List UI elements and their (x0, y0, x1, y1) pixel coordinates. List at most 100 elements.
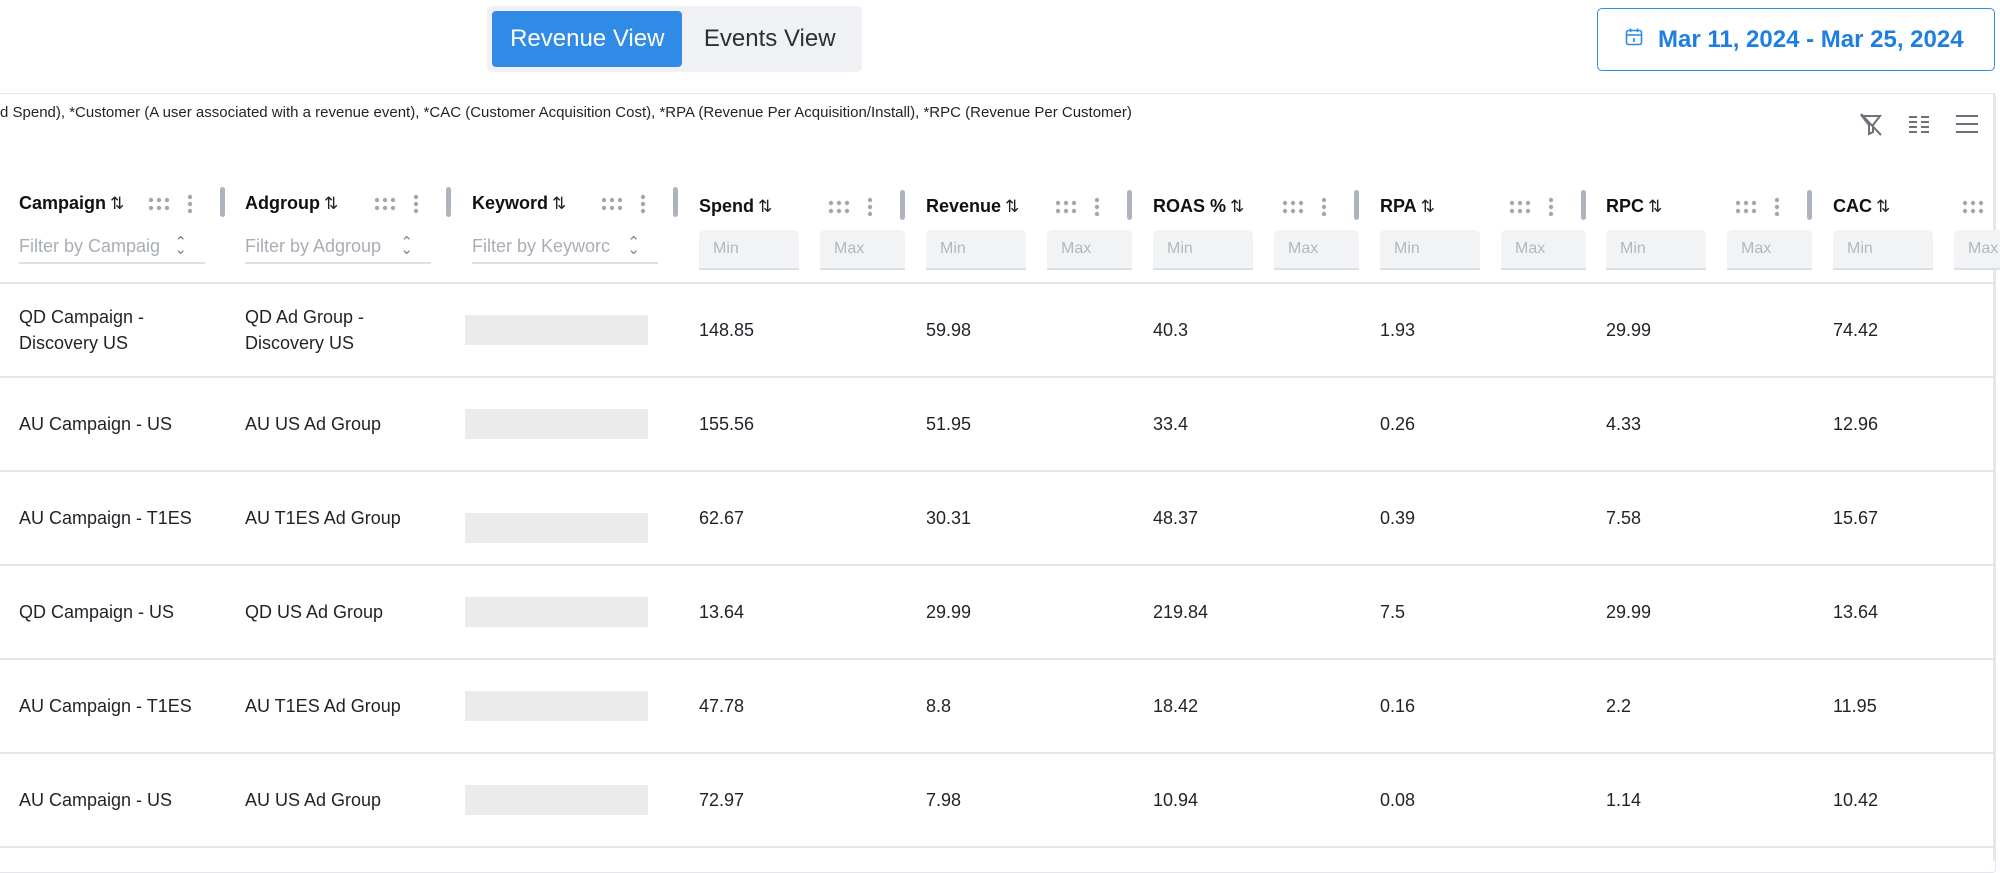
keyword-cell-placeholder (465, 409, 648, 439)
min-filter-roas[interactable]: Min (1153, 230, 1253, 270)
column-header-campaign: Campaign ⇅ Filter by Campaig ⌃ ⌄ (19, 187, 246, 276)
column-title-keyword[interactable]: Keyword ⇅ (472, 193, 566, 214)
column-title-rpa[interactable]: RPA ⇅ (1380, 196, 1435, 217)
cell-spend: 148.85 (699, 320, 755, 340)
column-resizer[interactable] (673, 187, 678, 217)
table-row[interactable]: AU Campaign - US AU US Ad Group 72.97 7.98 1… (0, 754, 1995, 848)
drag-handle-icon[interactable] (1055, 200, 1077, 214)
sort-icon[interactable]: ⇅ (1876, 196, 1891, 216)
top-bar: Revenue View Events View Mar 11, 2024 - … (0, 0, 2000, 92)
max-filter-rpc[interactable]: Max (1727, 230, 1812, 270)
column-title-revenue[interactable]: Revenue ⇅ (926, 196, 1019, 217)
vertical-scrollbar[interactable] (1993, 93, 1995, 861)
column-resizer[interactable] (1127, 190, 1132, 220)
select-chevron-icon[interactable]: ⌃ ⌄ (400, 234, 413, 258)
cell-roas: 33.4 (1153, 414, 1189, 434)
column-resizer[interactable] (220, 187, 225, 217)
table-row[interactable]: AU Campaign - T1ES AU T1ES Ad Group 62.67 3… (0, 472, 1995, 566)
max-filter-spend[interactable]: Max (820, 230, 905, 270)
cell-campaign: AU Campaign - T1ES (19, 508, 192, 528)
table-toolbar (1857, 110, 1981, 138)
column-resizer[interactable] (446, 187, 451, 217)
column-menu-icon[interactable] (1774, 197, 1780, 217)
column-title-spend[interactable]: Spend ⇅ (699, 196, 772, 217)
column-menu-icon[interactable] (867, 197, 873, 217)
drag-handle-icon[interactable] (1509, 200, 1531, 214)
cell-cac: 74.42 (1833, 320, 1879, 340)
select-chevron-icon[interactable]: ⌃ ⌄ (627, 234, 640, 258)
column-menu-icon[interactable] (1094, 197, 1100, 217)
cell-rpc: 1.14 (1606, 790, 1642, 810)
min-filter-spend[interactable]: Min (699, 230, 799, 270)
cell-rpc: 29.99 (1606, 602, 1652, 622)
column-title-roas[interactable]: ROAS % ⇅ (1153, 196, 1244, 217)
column-title-cac[interactable]: CAC ⇅ (1833, 196, 1890, 217)
column-menu-icon[interactable] (1548, 197, 1554, 217)
column-title-rpc[interactable]: RPC ⇅ (1606, 196, 1662, 217)
drag-handle-icon[interactable] (374, 197, 396, 211)
sort-icon[interactable]: ⇅ (1420, 196, 1435, 216)
column-title-adgroup[interactable]: Adgroup ⇅ (245, 193, 338, 214)
table-row[interactable]: QD Campaign - US QD US Ad Group 13.64 29.99… (0, 566, 1995, 660)
sort-icon[interactable]: ⇅ (323, 193, 339, 213)
max-filter-cac[interactable]: Max (1954, 230, 2000, 270)
table-row[interactable]: AU Campaign - US AU US Ad Group 155.56 51.9… (0, 378, 1995, 472)
column-header-roas: ROAS % ⇅ Min Max (1153, 190, 1380, 279)
revenue-view-tab[interactable]: Revenue View (492, 11, 683, 67)
cell-rpa: 0.26 (1380, 414, 1416, 434)
drag-handle-icon[interactable] (1735, 200, 1757, 214)
column-title-campaign[interactable]: Campaign ⇅ (19, 193, 124, 214)
keyword-cell-placeholder (465, 597, 648, 627)
min-filter-cac[interactable]: Min (1833, 230, 1933, 270)
sort-icon[interactable]: ⇅ (1005, 196, 1020, 216)
max-filter-revenue[interactable]: Max (1047, 230, 1132, 270)
drag-handle-icon[interactable] (148, 197, 170, 211)
cell-revenue: 51.95 (926, 414, 972, 434)
column-resizer[interactable] (900, 190, 905, 220)
column-resizer[interactable] (1581, 190, 1586, 220)
menu-icon[interactable] (1953, 110, 1981, 138)
cell-cac: 15.67 (1833, 508, 1879, 528)
cell-revenue: 30.31 (926, 508, 972, 528)
calendar-icon (1624, 26, 1644, 54)
drag-handle-icon[interactable] (1282, 200, 1304, 214)
metric-legend: d Spend), *Customer (A user associated w… (0, 104, 1132, 121)
drag-handle-icon[interactable] (601, 197, 623, 211)
sort-icon[interactable]: ⇅ (1230, 196, 1245, 216)
min-filter-rpa[interactable]: Min (1380, 230, 1480, 270)
sort-icon[interactable]: ⇅ (1648, 196, 1663, 216)
drag-handle-icon[interactable] (828, 200, 850, 214)
sort-icon[interactable]: ⇅ (552, 193, 567, 213)
column-toggle-icon[interactable] (1905, 110, 1933, 138)
column-header-rpc: RPC ⇅ Min Max (1606, 190, 1833, 279)
column-resizer[interactable] (1807, 190, 1812, 220)
clear-filter-icon[interactable] (1857, 110, 1885, 138)
sort-icon[interactable]: ⇅ (110, 193, 125, 213)
filter-input-campaign[interactable]: Filter by Campaig ⌃ ⌄ (19, 230, 205, 264)
filter-input-keyword[interactable]: Filter by Keyworc ⌃ ⌄ (472, 230, 658, 264)
table-row[interactable]: QD Campaign - Discovery US QD Ad Group - … (0, 284, 1995, 378)
drag-handle-icon[interactable] (1962, 200, 1984, 214)
column-menu-icon[interactable] (413, 194, 419, 214)
cell-rpa: 0.08 (1380, 790, 1416, 810)
table-row[interactable]: AU Campaign - T1ES AU T1ES Ad Group 47.78 8… (0, 660, 1995, 754)
cell-adgroup: AU US Ad Group (245, 414, 382, 434)
min-filter-revenue[interactable]: Min (926, 230, 1026, 270)
column-header-keyword: Keyword ⇅ Filter by Keyworc ⌃ ⌄ (472, 187, 699, 276)
column-resizer[interactable] (1354, 190, 1359, 220)
cell-roas: 10.94 (1153, 790, 1199, 810)
min-filter-rpc[interactable]: Min (1606, 230, 1706, 270)
max-filter-rpa[interactable]: Max (1501, 230, 1586, 270)
select-chevron-icon[interactable]: ⌃ ⌄ (174, 234, 187, 258)
max-filter-roas[interactable]: Max (1274, 230, 1359, 270)
column-menu-icon[interactable] (1321, 197, 1327, 217)
column-header-revenue: Revenue ⇅ Min Max (926, 190, 1153, 279)
sort-icon[interactable]: ⇅ (758, 196, 773, 216)
cell-revenue: 7.98 (926, 790, 962, 810)
filter-input-adgroup[interactable]: Filter by Adgroup ⌃ ⌄ (245, 230, 431, 264)
column-label: Revenue (926, 196, 1002, 216)
column-menu-icon[interactable] (640, 194, 646, 214)
date-range-picker[interactable]: Mar 11, 2024 - Mar 25, 2024 (1597, 8, 1995, 71)
events-view-tab[interactable]: Events View (682, 11, 857, 67)
column-menu-icon[interactable] (187, 194, 193, 214)
